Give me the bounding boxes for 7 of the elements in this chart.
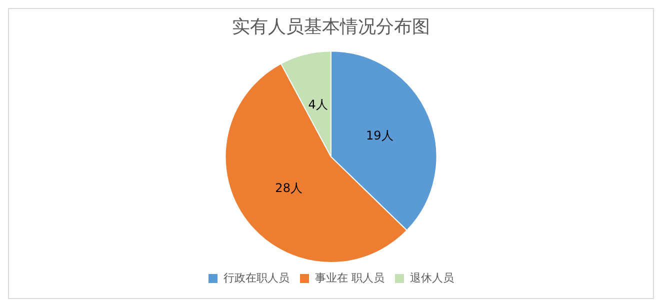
legend-label: 事业在 职人员 xyxy=(315,271,384,284)
chart-title: 实有人员基本情况分布图 xyxy=(232,16,430,38)
data-label: 28人 xyxy=(275,180,302,195)
legend-label: 退休人员 xyxy=(410,271,454,284)
data-label: 4人 xyxy=(308,98,328,112)
data-label: 19人 xyxy=(366,128,394,142)
legend-label: 行政在职人员 xyxy=(224,271,290,284)
